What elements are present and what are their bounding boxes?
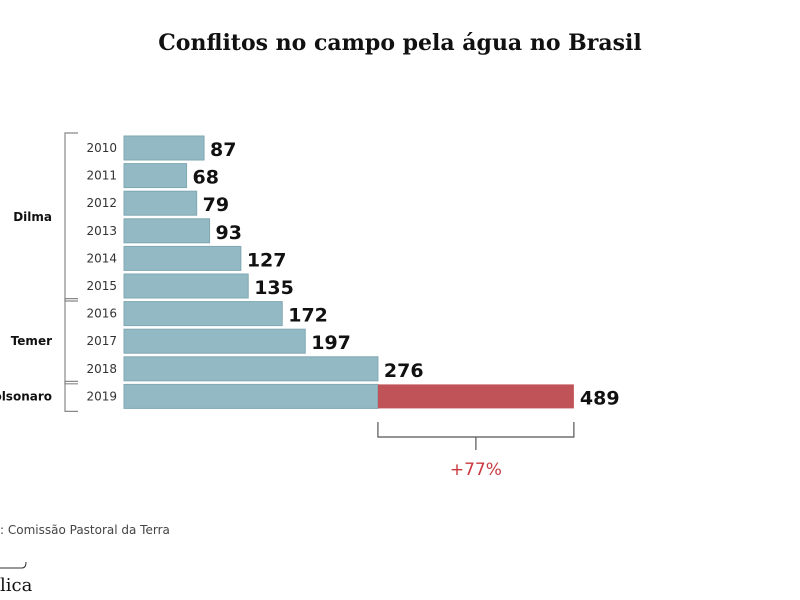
bar [123,301,283,327]
data-label: 197 [311,332,351,354]
logo: lica [0,575,33,596]
group-label: Temer [11,334,52,348]
data-label: 489 [580,387,620,409]
group-bracket [64,380,78,412]
bar [123,135,205,161]
year-label: 2013 [86,224,117,238]
source-note: : Comissão Pastoral da Terra [0,523,170,537]
data-label: 87 [210,139,236,161]
year-label: 2017 [86,334,117,348]
bar [123,356,379,382]
year-label: 2016 [86,307,117,321]
year-label: 2015 [86,279,117,293]
chart-title: Conflitos no campo pela água no Brasil [158,30,642,56]
year-label: 2012 [86,196,117,210]
data-label: 127 [247,249,287,271]
group-bracket [64,132,78,302]
group-bracket [64,298,78,385]
increase-segment [377,384,574,409]
data-label: 172 [288,305,328,327]
year-label: 2019 [86,389,117,403]
bar [123,163,188,189]
year-label: 2014 [86,251,117,265]
group-label: Dilma [13,210,52,224]
year-label: 2018 [86,362,117,376]
data-label: 79 [203,194,229,216]
data-label: 68 [193,167,219,189]
bar [123,218,211,244]
bar [123,328,306,354]
year-label: 2010 [86,141,117,155]
group-label: Bolsonaro [0,389,52,403]
logo-swoosh [0,561,27,569]
bar [123,190,198,216]
bar [123,383,379,409]
data-label: 93 [216,222,242,244]
data-label: 276 [384,360,424,382]
annotation-bracket [377,422,575,438]
bar [123,273,249,299]
data-label: 135 [254,277,294,299]
annotation-label: +77% [450,460,502,480]
bar [123,245,242,271]
year-label: 2011 [86,169,117,183]
